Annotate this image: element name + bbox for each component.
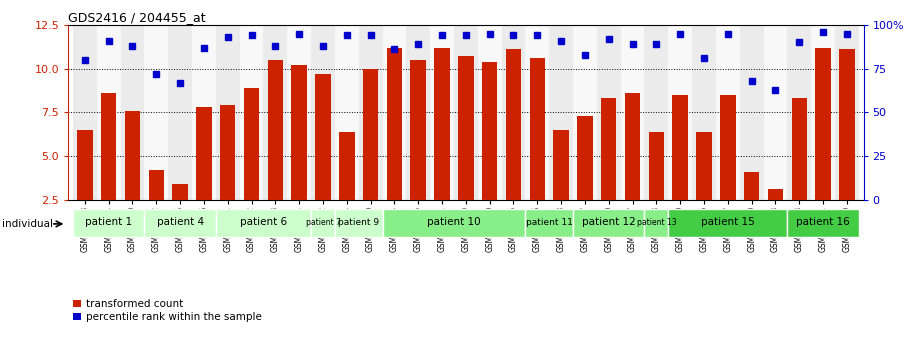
Bar — [502, 25, 525, 200]
Bar — [192, 25, 215, 200]
Bar — [363, 69, 378, 200]
Text: patient 4: patient 4 — [156, 217, 204, 227]
Bar — [839, 49, 854, 200]
Bar — [287, 25, 311, 200]
Bar — [335, 25, 359, 200]
Bar — [649, 132, 664, 200]
Bar — [692, 25, 716, 200]
Text: patient 15: patient 15 — [701, 217, 754, 227]
Bar — [411, 60, 426, 200]
Bar — [383, 209, 525, 237]
Text: patient 6: patient 6 — [240, 217, 287, 227]
Bar — [77, 130, 93, 200]
Bar — [244, 88, 259, 200]
Bar — [145, 25, 168, 200]
Bar — [458, 56, 474, 200]
Bar — [530, 58, 545, 200]
Text: individual: individual — [2, 219, 53, 229]
Bar — [668, 25, 692, 200]
Bar — [430, 25, 454, 200]
Bar — [478, 25, 502, 200]
Bar — [121, 25, 145, 200]
Bar — [101, 93, 116, 200]
Bar — [215, 25, 240, 200]
Bar — [525, 209, 573, 237]
Bar — [601, 98, 616, 200]
Bar — [73, 25, 96, 200]
Bar — [811, 25, 835, 200]
Bar — [549, 25, 573, 200]
Bar — [359, 25, 383, 200]
Bar — [505, 49, 521, 200]
Bar — [96, 25, 121, 200]
Bar — [696, 132, 712, 200]
Bar — [764, 25, 787, 200]
Bar — [215, 209, 311, 237]
Bar — [315, 74, 331, 200]
Bar — [311, 25, 335, 200]
Bar — [339, 132, 355, 200]
Bar — [621, 25, 644, 200]
Bar — [787, 209, 859, 237]
Bar — [673, 95, 688, 200]
Bar — [573, 25, 597, 200]
Text: patient 12: patient 12 — [582, 217, 635, 227]
Bar — [292, 65, 307, 200]
Bar — [220, 105, 235, 200]
Bar — [125, 111, 140, 200]
Bar — [644, 209, 668, 237]
Bar — [383, 25, 406, 200]
Bar — [335, 209, 383, 237]
Text: patient 11: patient 11 — [525, 218, 573, 227]
Text: patient 13: patient 13 — [636, 218, 676, 227]
Bar — [668, 209, 787, 237]
Bar — [173, 184, 188, 200]
Bar — [386, 47, 402, 200]
Bar — [148, 170, 164, 200]
Text: patient 9: patient 9 — [338, 218, 379, 227]
Bar — [454, 25, 478, 200]
Bar — [792, 98, 807, 200]
Text: patient 7: patient 7 — [305, 218, 340, 227]
Bar — [815, 47, 831, 200]
Bar — [787, 25, 811, 200]
Text: patient 10: patient 10 — [427, 217, 481, 227]
Bar — [554, 130, 569, 200]
Bar — [196, 107, 212, 200]
Text: patient 16: patient 16 — [796, 217, 850, 227]
Bar — [716, 25, 740, 200]
Bar — [573, 209, 644, 237]
Bar — [267, 60, 283, 200]
Bar — [768, 189, 784, 200]
Bar — [720, 95, 735, 200]
Bar — [597, 25, 621, 200]
Bar — [168, 25, 192, 200]
Bar — [73, 209, 145, 237]
Legend: transformed count, percentile rank within the sample: transformed count, percentile rank withi… — [74, 299, 262, 322]
Bar — [740, 25, 764, 200]
Bar — [644, 25, 668, 200]
Bar — [435, 47, 450, 200]
Bar — [264, 25, 287, 200]
Bar — [240, 25, 264, 200]
Bar — [145, 209, 215, 237]
Text: patient 1: patient 1 — [85, 217, 132, 227]
Bar — [624, 93, 640, 200]
Bar — [577, 116, 593, 200]
Bar — [406, 25, 430, 200]
Bar — [835, 25, 859, 200]
Bar — [482, 62, 497, 200]
Bar — [311, 209, 335, 237]
Bar — [744, 172, 759, 200]
Bar — [525, 25, 549, 200]
Text: GDS2416 / 204455_at: GDS2416 / 204455_at — [68, 11, 205, 24]
